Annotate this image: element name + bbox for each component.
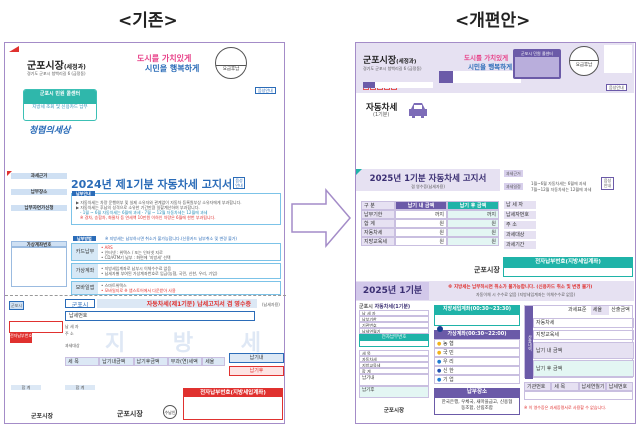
label-before: <기존> <box>118 11 178 31</box>
sender: 군포시장 <box>27 61 64 72</box>
new-sender-dept: (세정과) <box>396 59 417 65</box>
new-callcenter-box: 군포시 민원 콜센터 <box>513 49 561 79</box>
address-label: 주 소 <box>65 331 74 336</box>
voice-guide-button-2[interactable]: 음성안내 <box>233 177 245 189</box>
place-text: 한국은행, 우체국, 새마을금고, 신용협동조합, 산림조합 <box>434 397 520 415</box>
new-title: 2025년 1기분 자동차세 고지서 <box>369 174 487 184</box>
new-voice-guide-button[interactable]: 음성안내 <box>606 84 627 91</box>
taegeuk-icon <box>437 326 443 332</box>
account-panel: 지방세입계좌(00:30~23:30) 가상계좌(00:30~22:00) ● … <box>434 305 520 415</box>
callcenter-title: 군포시 민원 콜센터 <box>24 90 96 104</box>
guide-line: ▶ 자동차세는 차량 운행여부 및 실제 소유자와 관계없이 자동차 등록원부상… <box>76 200 242 205</box>
sidebar-autopay: 납부자연가신청 <box>11 205 67 211</box>
place-title: 납부장소 <box>434 388 520 397</box>
receipt-title: 자동차세(제1기분) 납세고지서 겸 영수증 <box>97 299 257 308</box>
due-in-box: 납기내 <box>229 353 284 363</box>
method-tab: 납부방법 <box>73 236 96 241</box>
new-address: 경기도 군포시 청백리길 6 (금정동) <box>363 66 422 71</box>
payer-no-field <box>363 82 433 88</box>
receipt-city: 군포시 <box>65 299 95 309</box>
sidebar-place: 납부장소 <box>11 189 67 195</box>
old-sidebar: 과세근거 납부장소 납부자연가신청 가상계좌번호 <box>11 173 67 287</box>
guide-line: ※ 경차, 승합차, 화물차 등 연세액 10만원 이하인 차량은 6월에 한번… <box>80 215 216 220</box>
logo-mark-icon <box>9 46 19 52</box>
tax-name: 자동차세 <box>366 103 398 113</box>
new-title-box: 2025년 1기분 자동차세 고지서 겸 영수증(납세자용) <box>356 169 500 191</box>
slogan-1: 도시를 가치있게 <box>137 54 192 63</box>
corner-mark-icon <box>7 171 12 176</box>
old-epay-small: 전자납부번호 <box>9 321 63 343</box>
new-subtitle: 겸 영수증(납세자용) <box>411 184 445 189</box>
qr-area <box>604 45 632 73</box>
calc-table: 산출내역 과세표준 세율 산출금액 자동차세 지방교육세 납기 내 금액 납기 후 … <box>524 305 634 379</box>
stub-city: 군포시 <box>9 301 25 310</box>
object-label: 과세대상 <box>65 343 80 348</box>
sidebar-virtual: 가상계좌번호 <box>11 241 67 248</box>
sidebar-basis: 과세근거 <box>11 173 67 179</box>
watermark: 지 방 세 <box>105 331 282 356</box>
receiver-stamp: 수납인 <box>163 405 177 419</box>
total-label: 합 계 <box>65 385 95 390</box>
old-cols: 세 목 납기내금액 납기후금액 부과(연)세액 세율 <box>65 357 226 366</box>
warning-sub: 자동이체 시 수수료 없음 (지방세입계좌는 이체수수료 없음) <box>476 292 576 297</box>
new-stub: 군포시 자동차세(1기분) 납 세 자 납부기한 기관번호 납세연월기 전자납부… <box>359 305 429 414</box>
guide-box: 납부안내 ▶ 자동차세는 차량 운행여부 및 실제 소유자와 관계없이 자동차 … <box>71 191 281 225</box>
footnote: ※ 이 영수증은 과세증명서로 사용할 수 없습니다. <box>524 405 607 410</box>
new-epay-field <box>503 267 633 277</box>
car-icon <box>409 103 427 118</box>
guide-line: - 1월 ~ 6월 자동차세는 6월에 과세 - 7월 ~ 12월 자동차세는 … <box>80 210 208 215</box>
period-label: 2025년 1기분 <box>356 282 429 300</box>
methods: 카드납부 • ARS • 인터넷 : 위택스 / 또는 인터넷 지로 • CD/ATM… <box>71 243 281 295</box>
old-title: 2024년 제1기분 자동차세 고지서 <box>71 178 233 191</box>
stub-total-label: 합 계 <box>11 385 41 390</box>
new-mayor: 군포시장 <box>474 266 500 274</box>
old-epay-title: 전자납부번호(지방세입계좌) <box>183 388 283 396</box>
new-postage-stamp: 요금후납 <box>569 46 599 76</box>
old-epay-box <box>183 396 283 420</box>
slogan-2: 시민을 행복하게 <box>145 64 200 73</box>
sender-dept: (세정과) <box>63 64 86 71</box>
guide-line: ▶ 자동차세는 후납의 성격으로 소유한 기간만큼 일할계산하여 부과합니다. <box>76 205 200 210</box>
tax-period: (1기분) <box>373 112 390 118</box>
old-notice: 군포시장(세정과) 경기도 군포시 청백리길 6 (금정동) 15829 군포시… <box>4 42 286 424</box>
label-after: <개편안> <box>455 11 531 31</box>
new-epay-title: 전자납부번호(지방세입계좌) <box>503 257 633 267</box>
new-slogan-1: 도시를 가치있게 <box>464 54 509 62</box>
guide-tab: 납부안내 <box>72 191 95 196</box>
new-sender: 군포시장 <box>363 56 397 66</box>
method-note: ※ 지방세는 납부하시면 취소가 불가능합니다.(신용카드 납부취소 및 변경 … <box>105 236 237 241</box>
basis-label: 과세근거 <box>504 170 523 177</box>
local-account-title: 지방세입계좌(00:30~23:30) <box>434 305 520 314</box>
corner-mark-icon <box>356 169 362 175</box>
address: 경기도 군포시 청백리길 6 (금정동) <box>27 71 86 76</box>
code-table: 기관번호 세 목 납세연월기 납세번호 <box>524 382 633 391</box>
warning-text: ※ 지방세는 납부하시면 취소가 불가능합니다. (신용카드 취소 및 변경 불… <box>448 285 593 290</box>
voice-guide-button[interactable]: 음성안내 <box>255 87 276 94</box>
tax-number: 납세번호 <box>65 311 255 321</box>
payer-info-labels: 납 세 자 납세자번호 주 소 과세대상 과세기간 <box>504 201 536 249</box>
arrow-right-icon <box>291 188 351 248</box>
new-voice-guide-button-2[interactable]: 음성안내 <box>601 177 614 190</box>
schedule-label: 과세일정 <box>504 183 523 190</box>
virtual-account-title: 가상계좌(00:30~22:00) <box>434 330 520 339</box>
mayor: 군포시장 <box>117 410 143 418</box>
schedule-line: 1월~6월 자동차세는 6월에 과세 <box>531 181 587 186</box>
integrity-logo: 청렴의세상 <box>29 126 71 136</box>
schedule-line: 7월~12월 자동차세는 12월에 과세 <box>531 187 592 192</box>
stub-mayor: 군포시장 <box>31 413 54 420</box>
contact-field <box>439 71 521 83</box>
card-pay-text: 지방세 조회 및 신용카드 납부 <box>32 105 88 110</box>
new-notice: 군포시장(세정과) 경기도 군포시 청백리길 6 (금정동) 15829 도시를… <box>355 42 636 424</box>
due-after-box: 납기후 <box>229 366 284 376</box>
receipt-sub: (납세자용) <box>262 302 280 307</box>
postage-stamp: 요금후납 <box>215 47 247 79</box>
new-slogan-2: 시민을 행복하게 <box>468 63 513 71</box>
payer-label: 납 세 자 <box>65 324 79 329</box>
callcenter-box: 군포시 민원 콜센터 지방세 조회 및 신용카드 납부 <box>23 89 97 121</box>
